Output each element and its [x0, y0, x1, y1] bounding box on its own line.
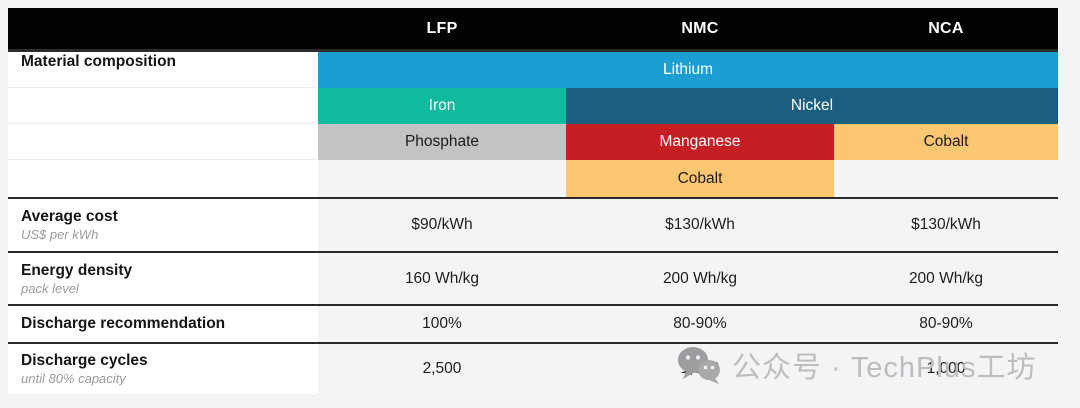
- row-divider: [8, 251, 1058, 253]
- value-discharge-recommendation-lfp: 100%: [422, 315, 462, 332]
- column-header-nmc: NMC: [566, 8, 834, 49]
- material-cell-cobalt-nca: Cobalt: [834, 124, 1058, 160]
- header-underline: [8, 49, 1058, 52]
- material-cell-manganese: Manganese: [566, 124, 834, 160]
- value-discharge-cycles-nca: 1,000: [926, 360, 966, 377]
- row-label-material-composition: Material composition: [8, 52, 318, 88]
- spec-row-title: Discharge cycles: [21, 352, 148, 369]
- value-energy-density-lfp: 160 Wh/kg: [404, 269, 480, 287]
- material-cell-phosphate: Phosphate: [318, 124, 566, 160]
- value-discharge-cycles-nmc: 1,000: [680, 360, 720, 377]
- value-discharge-cycles-lfp: 2,500: [422, 360, 462, 377]
- spec-row-title: Discharge recommendation: [21, 315, 226, 332]
- row-label-empty: [8, 160, 318, 197]
- row-label-empty: [8, 88, 318, 124]
- row-label-discharge-recommendation: Discharge recommendation: [8, 306, 318, 342]
- value-average-cost-nca: $130/kWh: [911, 216, 981, 233]
- row-label-average-cost: Average cost US$ per kWh: [8, 199, 318, 251]
- value-discharge-recommendation-nca: 80-90%: [919, 315, 973, 332]
- header-empty-cell: [8, 8, 318, 49]
- spec-row-subtitle: US$ per kWh: [21, 227, 99, 242]
- value-energy-density-nmc: 200 Wh/kg: [662, 269, 738, 287]
- spec-row-title: Energy density: [21, 261, 133, 279]
- spec-row-subtitle: until 80% capacity: [21, 371, 126, 386]
- material-cell-cobalt-nmc: Cobalt: [566, 160, 834, 197]
- row-divider: [8, 197, 1058, 199]
- column-header-lfp: LFP: [318, 8, 566, 49]
- row-label-empty: [8, 124, 318, 160]
- row-divider: [8, 304, 1058, 306]
- row-label-discharge-cycles: Discharge cycles until 80% capacity: [8, 344, 318, 394]
- comparison-table: LFP NMC NCA Material composition Lithium…: [8, 8, 1058, 394]
- column-header-nca: NCA: [834, 8, 1058, 49]
- material-cell-lithium: Lithium: [318, 52, 1058, 88]
- value-energy-density-nca: 200 Wh/kg: [908, 269, 984, 287]
- value-discharge-recommendation-nmc: 80-90%: [673, 315, 727, 332]
- row-label-energy-density: Energy density pack level: [8, 253, 318, 304]
- material-cell-iron: Iron: [318, 88, 566, 124]
- spec-row-subtitle: pack level: [21, 280, 79, 296]
- row-divider: [8, 342, 1058, 344]
- material-composition-label: Material composition: [21, 53, 177, 70]
- material-cell-nickel: Nickel: [566, 88, 1058, 124]
- spec-row-title: Average cost: [21, 208, 118, 225]
- value-average-cost-nmc: $130/kWh: [665, 216, 735, 233]
- value-average-cost-lfp: $90/kWh: [411, 216, 473, 233]
